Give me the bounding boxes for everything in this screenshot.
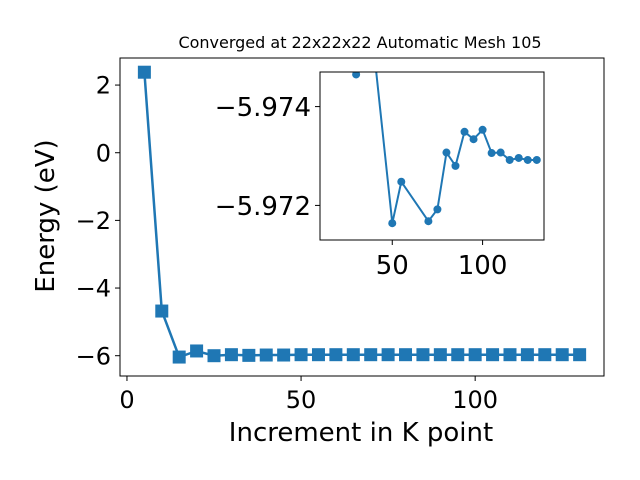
main-data-layer	[137, 65, 587, 364]
y-axis-label: Energy (eV)	[31, 139, 61, 292]
inset-data-point	[505, 155, 514, 164]
main-data-point	[172, 350, 186, 364]
main-data-point	[451, 348, 465, 362]
main-x-tick-label: 100	[452, 386, 498, 414]
main-data-point	[329, 348, 343, 362]
inset-data-point	[388, 219, 397, 228]
main-data-point	[207, 349, 221, 363]
main-data-point	[294, 348, 308, 362]
main-plot: 0 50 100 2 0 −2 −4 −6	[76, 65, 587, 414]
main-data-point	[259, 348, 273, 362]
inset-data-point	[496, 148, 505, 157]
main-data-point	[555, 348, 569, 362]
inset-plot: 50 100 −5.974 −5.972	[215, 71, 545, 281]
inset-data-point	[460, 127, 469, 136]
inset-data-point	[433, 205, 442, 214]
main-data-point	[503, 348, 517, 362]
main-data-point	[224, 348, 238, 362]
main-data-point	[520, 348, 534, 362]
inset-data-point	[469, 135, 478, 144]
inset-x-tick-label: 100	[458, 251, 508, 281]
inset-background	[320, 72, 544, 240]
main-data-point	[573, 348, 587, 362]
inset-data-point	[514, 153, 523, 162]
inset-data-point	[424, 217, 433, 226]
main-y-tick-label: −2	[76, 207, 111, 235]
inset-data-point	[523, 155, 532, 164]
main-data-point	[486, 348, 500, 362]
chart-title: Converged at 22x22x22 Automatic Mesh 105	[178, 33, 541, 52]
main-data-point	[242, 348, 256, 362]
inset-data-point	[487, 149, 496, 158]
inset-data-layer	[352, 72, 541, 228]
main-data-point	[155, 304, 169, 318]
inset-y-tick-label: −5.972	[215, 192, 311, 222]
main-data-point	[416, 348, 430, 362]
inset-x-tick-label: 50	[376, 251, 409, 281]
x-axis-label: Increment in K point	[229, 418, 493, 448]
main-data-point	[190, 344, 204, 358]
inset-y-tick-label: −5.974	[215, 93, 311, 123]
main-data-point	[137, 65, 151, 79]
inset-data-point	[352, 72, 361, 79]
inset-data-point	[478, 125, 487, 134]
main-data-point	[364, 348, 378, 362]
main-y-tick-label: −6	[76, 342, 111, 370]
main-data-point	[346, 348, 360, 362]
inset-axes-frame	[319, 71, 545, 241]
main-y-tick-label: 0	[96, 139, 111, 167]
main-data-point	[538, 348, 552, 362]
main-axes-frame	[119, 57, 605, 377]
inset-data-point	[451, 161, 460, 170]
main-data-point	[381, 348, 395, 362]
main-x-tick-label: 0	[119, 386, 134, 414]
inset-data-point	[442, 148, 451, 157]
main-y-tick-label: −4	[76, 275, 111, 303]
main-data-point	[468, 348, 482, 362]
main-data-point	[399, 348, 413, 362]
inset-data-point	[397, 177, 406, 186]
main-data-point	[433, 348, 447, 362]
main-data-point	[277, 348, 291, 362]
inset-data-point	[532, 155, 541, 164]
main-x-tick-label: 50	[286, 386, 317, 414]
main-data-point	[311, 348, 325, 362]
main-y-tick-label: 2	[96, 72, 111, 100]
